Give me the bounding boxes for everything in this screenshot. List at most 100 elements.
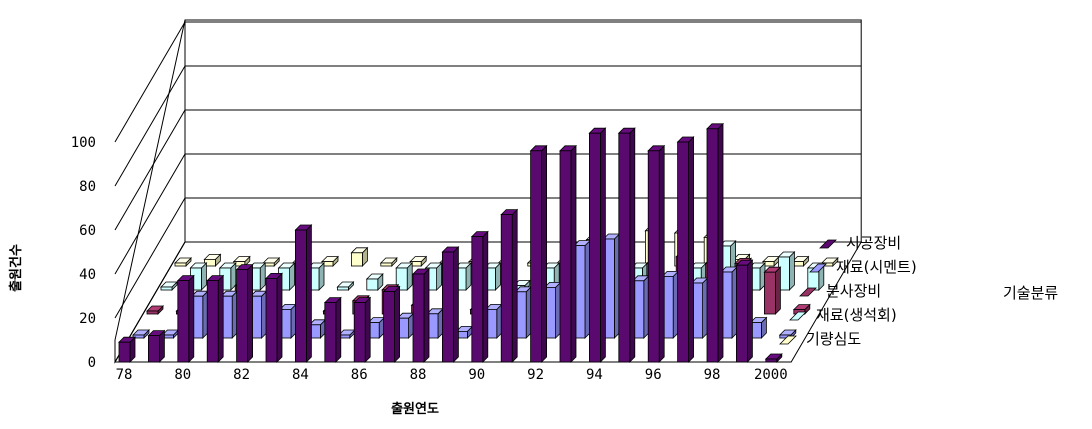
bar-front [618,132,631,363]
bar [220,290,239,339]
bar [235,263,254,363]
bar-front [441,251,454,363]
bar-side [423,268,430,363]
x-tick-label: 78 [116,367,133,383]
bar-side [188,274,195,363]
bar-side [600,127,606,363]
y-tick-label: 0 [88,355,96,371]
bar-front [500,214,513,363]
bar [470,230,489,363]
x-tick-label: 92 [527,367,544,383]
back-wall [184,19,862,243]
bar-side [789,251,795,291]
bar [379,257,398,267]
grid-line [114,65,186,187]
bar [382,285,401,363]
y-axis-label: 출원건수 [8,244,24,292]
bar-side [541,144,547,363]
bar [232,255,251,267]
bar-front [530,150,542,363]
bar [265,272,283,363]
bar [748,262,766,291]
bar [735,259,754,363]
legend-swatch [819,239,837,249]
bar-front [350,252,363,267]
bar [441,246,460,363]
bar-front [236,269,249,363]
bar [454,262,472,291]
bar [763,266,782,315]
bar-front [383,291,396,363]
y-tick-label: 80 [79,179,96,195]
bar [118,336,136,363]
bar [174,257,192,267]
bar [146,305,164,315]
bar-front [412,273,425,363]
x-tick-label: 94 [586,367,603,383]
bar-side [394,285,401,363]
x-tick-label: 2000 [754,367,788,383]
bar [690,277,709,339]
x-tick-label: 90 [468,367,485,383]
legend-label: 시공장비 [846,234,901,252]
bar-side [629,127,636,363]
bar-side [482,230,489,363]
bar [573,239,591,339]
bar-front [174,262,187,267]
bar [365,273,384,291]
bar [203,253,222,267]
bar [161,329,180,339]
grid-line [114,153,186,275]
bar [820,257,839,267]
legend-item: 재료(시멘트) [809,258,917,276]
bar-side [335,296,342,363]
bar-side [276,272,283,363]
bar [160,281,178,291]
bar-side [658,144,665,363]
x-axis-label: 출원연도 [391,401,439,417]
bar-front [160,286,173,291]
legend-label: 재료(시멘트) [836,258,917,276]
bar [647,144,666,363]
bar-front [177,280,190,363]
bar-front [132,334,145,339]
bar [190,290,209,339]
bar-front [366,278,379,291]
bars-group [118,122,839,363]
bar [323,296,342,363]
bar [720,266,738,339]
bar [147,329,166,363]
bar-front [118,341,131,363]
legend-label: 기량심도 [806,330,861,348]
legend-item: 분사장비 [799,282,881,300]
x-tick-label: 86 [351,367,368,383]
bar-front [471,236,484,363]
bar [455,325,474,339]
bar [277,262,296,291]
bar [483,262,502,291]
bar-front [206,280,219,363]
bar-side [688,136,694,363]
bar-front [147,335,160,363]
bar-front [146,310,159,315]
bar-side [364,296,371,363]
bar-front [353,302,366,363]
bar [764,353,783,363]
legend-swatch [789,311,807,321]
grid-line [114,197,186,319]
y-tick-label: 60 [79,223,96,239]
bar [777,251,796,291]
bar [484,303,503,339]
x-tick-label: 98 [704,367,721,383]
bar-front [764,271,776,315]
x-tick-label: 96 [645,367,662,383]
bar-front [677,141,689,363]
bar [367,316,386,339]
bar [409,255,428,267]
bar [337,329,356,339]
legend-swatch [779,335,797,345]
bar-front [380,262,393,267]
bar [189,262,208,291]
bar [588,127,607,363]
